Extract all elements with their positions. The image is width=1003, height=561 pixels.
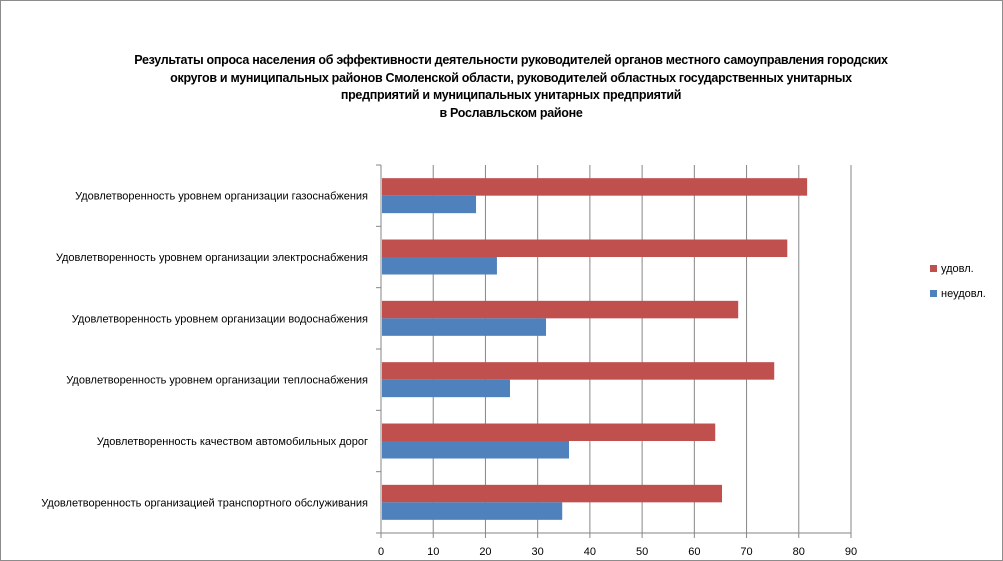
x-tick-label: 40 — [584, 546, 596, 558]
x-tick-label: 60 — [688, 546, 700, 558]
legend-label: неудовл. — [941, 288, 986, 300]
bar-unsatisfied — [382, 318, 547, 336]
category-label: Удовлетворенность уровнем организации те… — [66, 375, 368, 387]
chart-title: Результаты опроса населения об эффективн… — [61, 52, 961, 122]
bar-unsatisfied — [382, 441, 569, 459]
category-label: Удовлетворенность уровнем организации га… — [75, 191, 368, 203]
bar-satisfied — [382, 484, 723, 503]
title-line: Результаты опроса населения об эффективн… — [134, 53, 888, 67]
category-label: Удовлетворенность организацией транспорт… — [41, 497, 368, 509]
x-tick-label: 20 — [479, 546, 491, 558]
category-label: Удовлетворенность уровнем организации эл… — [56, 252, 368, 264]
legend-swatch — [930, 265, 937, 272]
title-line: округов и муниципальных районов Смоленск… — [170, 70, 852, 85]
bar-unsatisfied — [382, 379, 510, 398]
x-tick-label: 70 — [740, 546, 752, 558]
bar-satisfied — [382, 362, 775, 380]
bar-satisfied — [382, 423, 716, 441]
bar-unsatisfied — [382, 195, 477, 214]
x-tick-label: 90 — [845, 546, 857, 558]
bar-unsatisfied — [382, 502, 563, 520]
legend-swatch — [930, 290, 937, 297]
x-tick-label: 50 — [636, 546, 648, 558]
bar-satisfied — [382, 239, 788, 257]
bar-satisfied — [382, 300, 739, 319]
x-tick-label: 0 — [378, 546, 384, 558]
category-label: Удовлетворенность уровнем организации во… — [72, 313, 368, 325]
x-tick-label: 80 — [793, 546, 805, 558]
category-label: Удовлетворенность качеством автомобильны… — [97, 436, 368, 448]
bar-unsatisfied — [382, 257, 497, 275]
title-line: в Рославльском районе — [439, 105, 583, 120]
x-tick-label: 10 — [427, 546, 439, 558]
legend-label: удовл. — [941, 263, 974, 275]
bar-satisfied — [382, 178, 808, 196]
title-line: предприятий и муниципальных унитарных пр… — [340, 88, 682, 102]
x-tick-label: 30 — [532, 546, 544, 558]
